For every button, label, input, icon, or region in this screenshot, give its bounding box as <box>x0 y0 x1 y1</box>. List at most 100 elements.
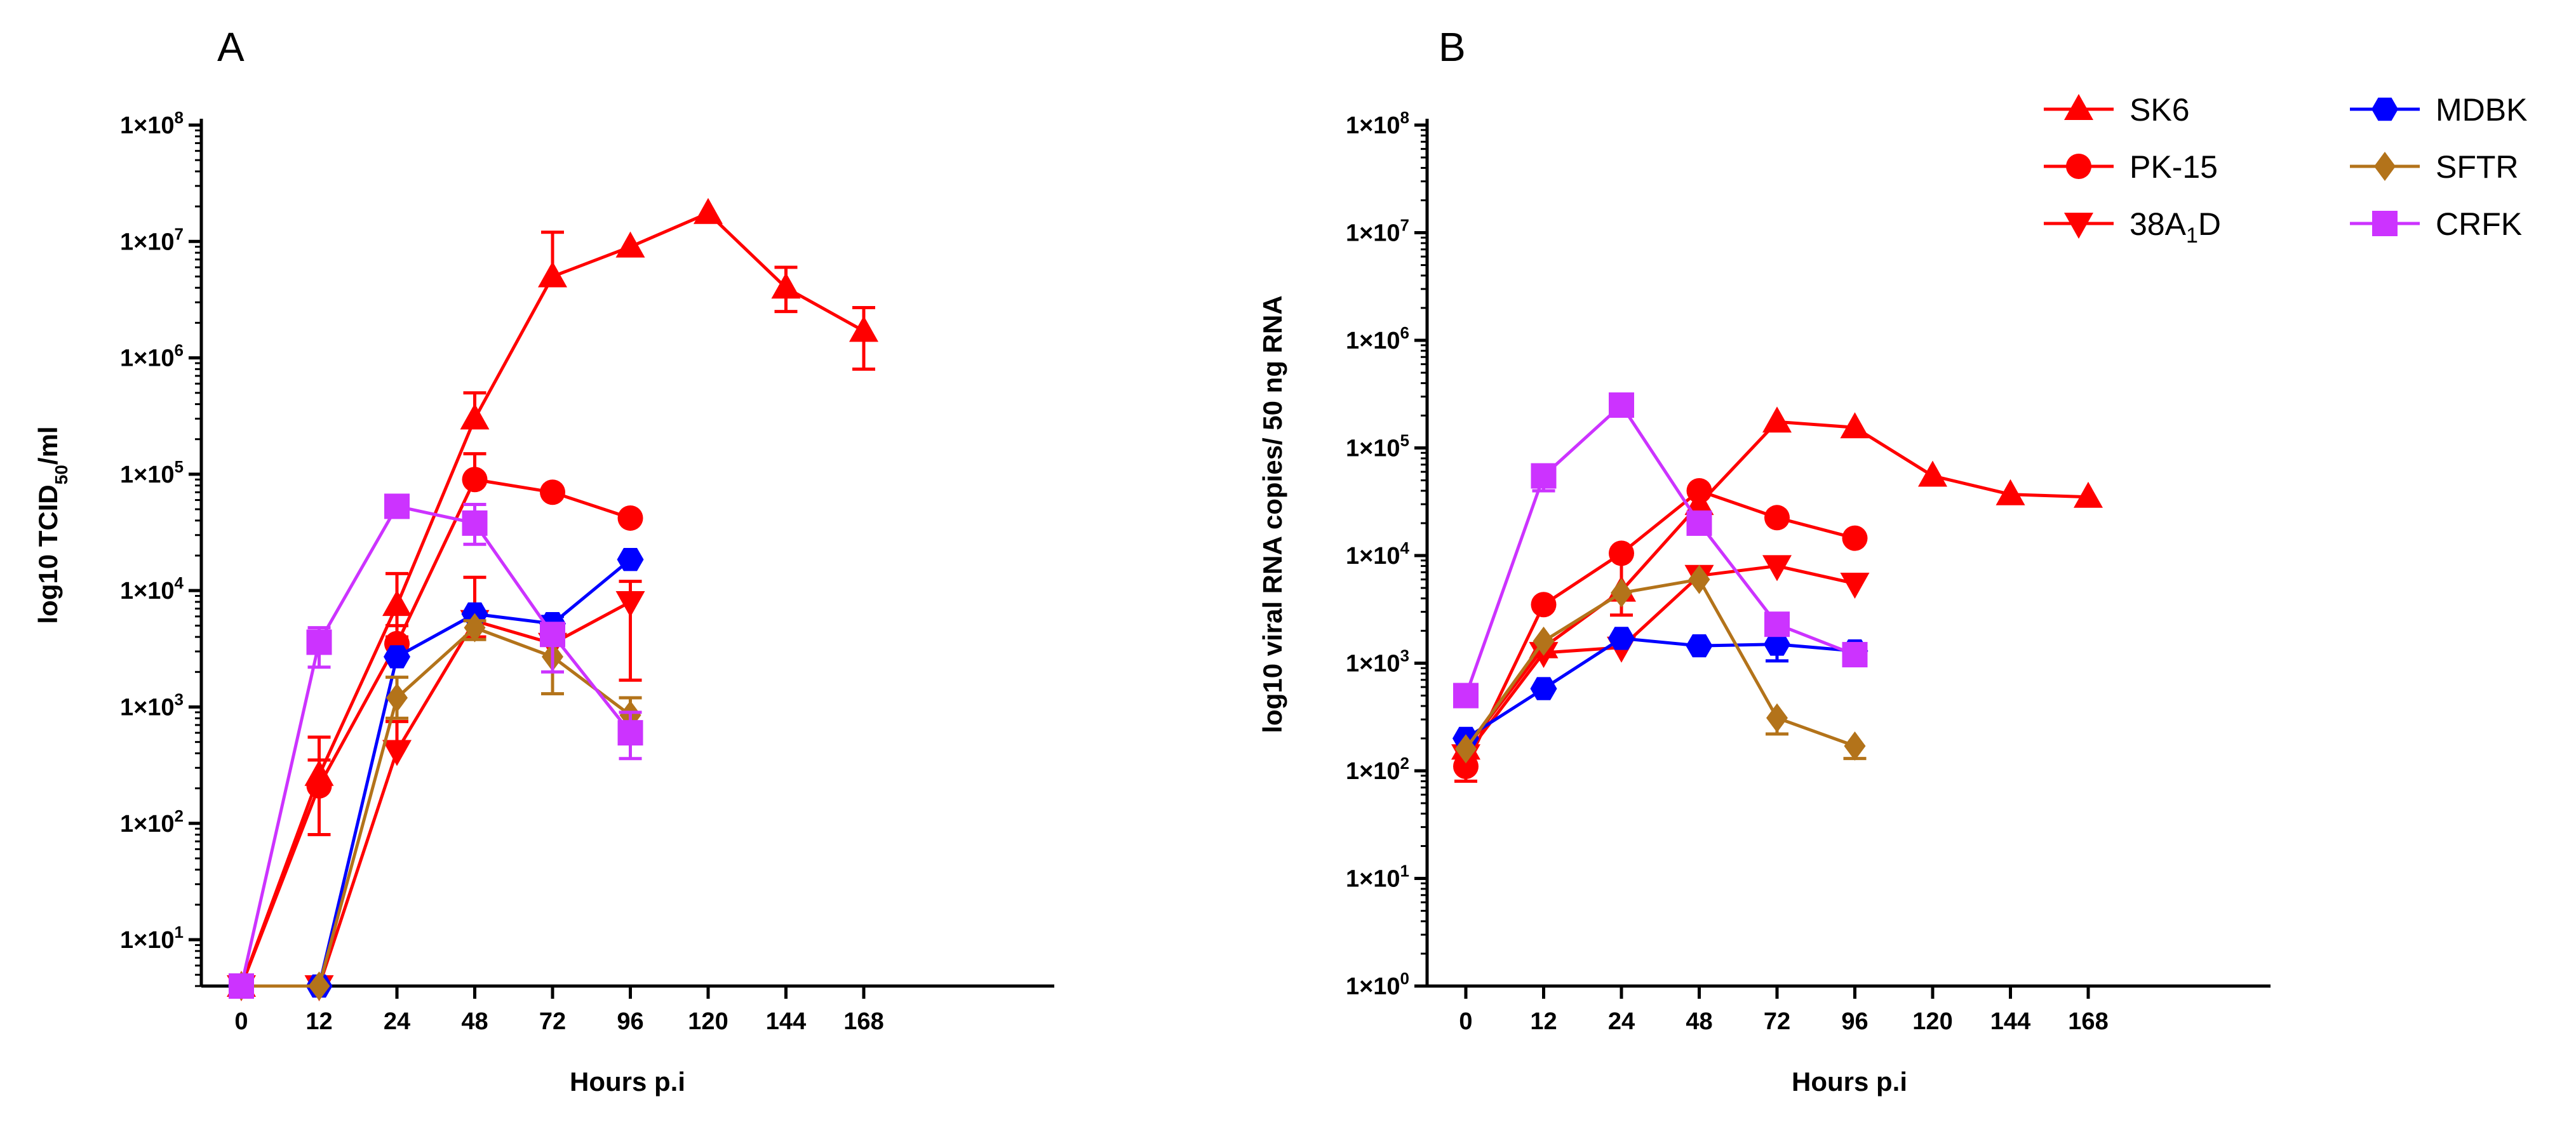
panel-a-y-axis-title-sub: 50 <box>51 465 71 484</box>
series-crfk-point <box>306 629 332 655</box>
series-38a1d-point <box>382 740 412 766</box>
legend-label: CRFK <box>2436 206 2522 242</box>
y-tick-label: 1×107 <box>120 224 184 255</box>
panel-b-x-axis-title: Hours p.i <box>1792 1067 1907 1097</box>
y-tick-label: 1×105 <box>1346 431 1409 462</box>
panel-b-label: B <box>1439 24 1466 70</box>
y-tick-label: 1×107 <box>1346 216 1409 247</box>
series-crfk-line <box>239 504 632 987</box>
series-mdbk-line <box>1465 636 1855 740</box>
x-tick-label: 168 <box>2068 1008 2108 1035</box>
x-tick-label: 72 <box>539 1008 566 1035</box>
x-tick-label: 96 <box>617 1008 643 1035</box>
series-sk6-point <box>538 261 567 288</box>
series-pk-15-point <box>1686 477 1712 503</box>
series-crfk-point <box>229 973 254 999</box>
y-tick-label: 1×108 <box>120 108 184 139</box>
series-sk6 <box>227 197 878 997</box>
y-tick-label: 1×106 <box>1346 323 1409 354</box>
series-sftr <box>1455 564 1867 764</box>
legend-sk6-marker <box>2064 94 2093 120</box>
chart-panel-b: B 1×1001×1011×1021×1031×1041×1051×1061×1… <box>1258 24 2271 1097</box>
series-38a1d <box>227 575 645 1001</box>
legend-pk-15-marker <box>2066 154 2091 179</box>
series-mdbk-point <box>384 645 410 669</box>
series-sftr-point <box>308 971 330 1001</box>
legend-crfk-marker <box>2372 211 2398 236</box>
series-sk6-point <box>382 590 412 617</box>
panel-a-label: A <box>217 24 245 70</box>
series-sftr-point <box>1766 703 1788 733</box>
x-tick-label: 72 <box>1764 1008 1790 1035</box>
series-pk-15-point <box>617 505 643 531</box>
series-pk-15-point <box>1531 592 1557 618</box>
series-pk-15-point <box>306 773 332 799</box>
series-sftr-point <box>1533 626 1555 656</box>
series-sftr-point <box>1611 578 1632 608</box>
x-tick-label: 0 <box>234 1008 248 1035</box>
legend-item-pk-15: PK-15 <box>2044 149 2218 185</box>
x-tick-label: 24 <box>384 1008 410 1035</box>
series-pk-15-line <box>1464 489 1856 768</box>
series-crfk <box>1453 392 1868 709</box>
y-tick-label: 1×106 <box>120 341 184 372</box>
series-sk6-point <box>1996 479 2025 505</box>
x-tick-label: 48 <box>461 1008 488 1035</box>
series-sk6-point <box>849 316 878 342</box>
series-38a1d-point <box>615 590 645 617</box>
panel-b-axes: 1×100 1×101 1×102 1×103 1×104 1×105 1×106 1×107… <box>1346 108 2271 1035</box>
series-crfk <box>229 493 643 999</box>
x-tick-label: 144 <box>1990 1008 2030 1035</box>
series-pk-15 <box>1453 477 1868 783</box>
panel-b-series <box>1451 392 2103 783</box>
series-mdbk-point <box>1608 627 1635 650</box>
series-sftr-point <box>464 613 486 643</box>
series-crfk-point <box>1842 642 1868 668</box>
series-crfk-point <box>1764 611 1790 637</box>
series-sftr-line <box>241 625 632 988</box>
y-tick-label: 1×103 <box>1346 646 1409 677</box>
legend-item-mdbk: MDBK <box>2350 92 2527 128</box>
series-pk-15-point <box>540 479 565 505</box>
legend-item-sk6: SK6 <box>2044 92 2190 128</box>
y-tick-label: 1×103 <box>120 690 184 721</box>
legend-label: PK-15 <box>2130 149 2218 185</box>
series-sk6-point <box>771 272 801 299</box>
panel-a-y-axis-title-post: /ml <box>33 426 63 465</box>
series-38a1d-point <box>1762 555 1792 582</box>
series-sk6-point <box>2074 481 2103 508</box>
series-sk6-point <box>1918 460 1947 487</box>
series-pk-15-line <box>239 477 631 987</box>
series-sftr-point <box>1844 731 1866 761</box>
series-crfk-point <box>462 510 488 536</box>
series-38a1d-point <box>1840 573 1870 599</box>
x-tick-label: 96 <box>1841 1008 1868 1035</box>
x-tick-label: 144 <box>766 1008 806 1035</box>
legend-sftr-marker <box>2374 152 2396 181</box>
series-mdbk-point <box>1686 634 1713 658</box>
x-tick-label: 120 <box>1912 1008 1952 1035</box>
series-sk6-point <box>460 403 490 430</box>
panel-a-axes: 1×101 1×102 1×103 1×104 1×105 1×106 1×107 1×108… <box>120 108 1054 1035</box>
panel-a-x-axis-title: Hours p.i <box>570 1067 685 1097</box>
series-sk6-point <box>694 197 723 224</box>
series-crfk-point <box>1609 392 1634 418</box>
legend-label: SFTR <box>2436 149 2519 185</box>
series-pk-15 <box>229 452 643 999</box>
series-crfk-point <box>540 622 565 648</box>
legend-label: SK6 <box>2130 92 2190 128</box>
series-38a1d-line <box>1465 564 1856 756</box>
series-mdbk-point <box>1764 632 1790 656</box>
panel-a-series <box>227 197 878 1001</box>
x-tick-label: 168 <box>843 1008 883 1035</box>
chart-panel-a: A 1×1011×1021×1031×1041×1051×1061×1071×1… <box>33 24 1054 1097</box>
x-tick-label: 0 <box>1459 1008 1472 1035</box>
series-sk6-point <box>1840 412 1870 439</box>
y-tick-label: 1×108 <box>1346 108 1409 139</box>
series-sk6-point <box>615 231 645 258</box>
legend-item-sftr: SFTR <box>2350 149 2519 185</box>
x-tick-label: 48 <box>1686 1008 1712 1035</box>
legend-mdbk-marker <box>2371 97 2398 121</box>
y-tick-label: 1×102 <box>120 806 184 837</box>
